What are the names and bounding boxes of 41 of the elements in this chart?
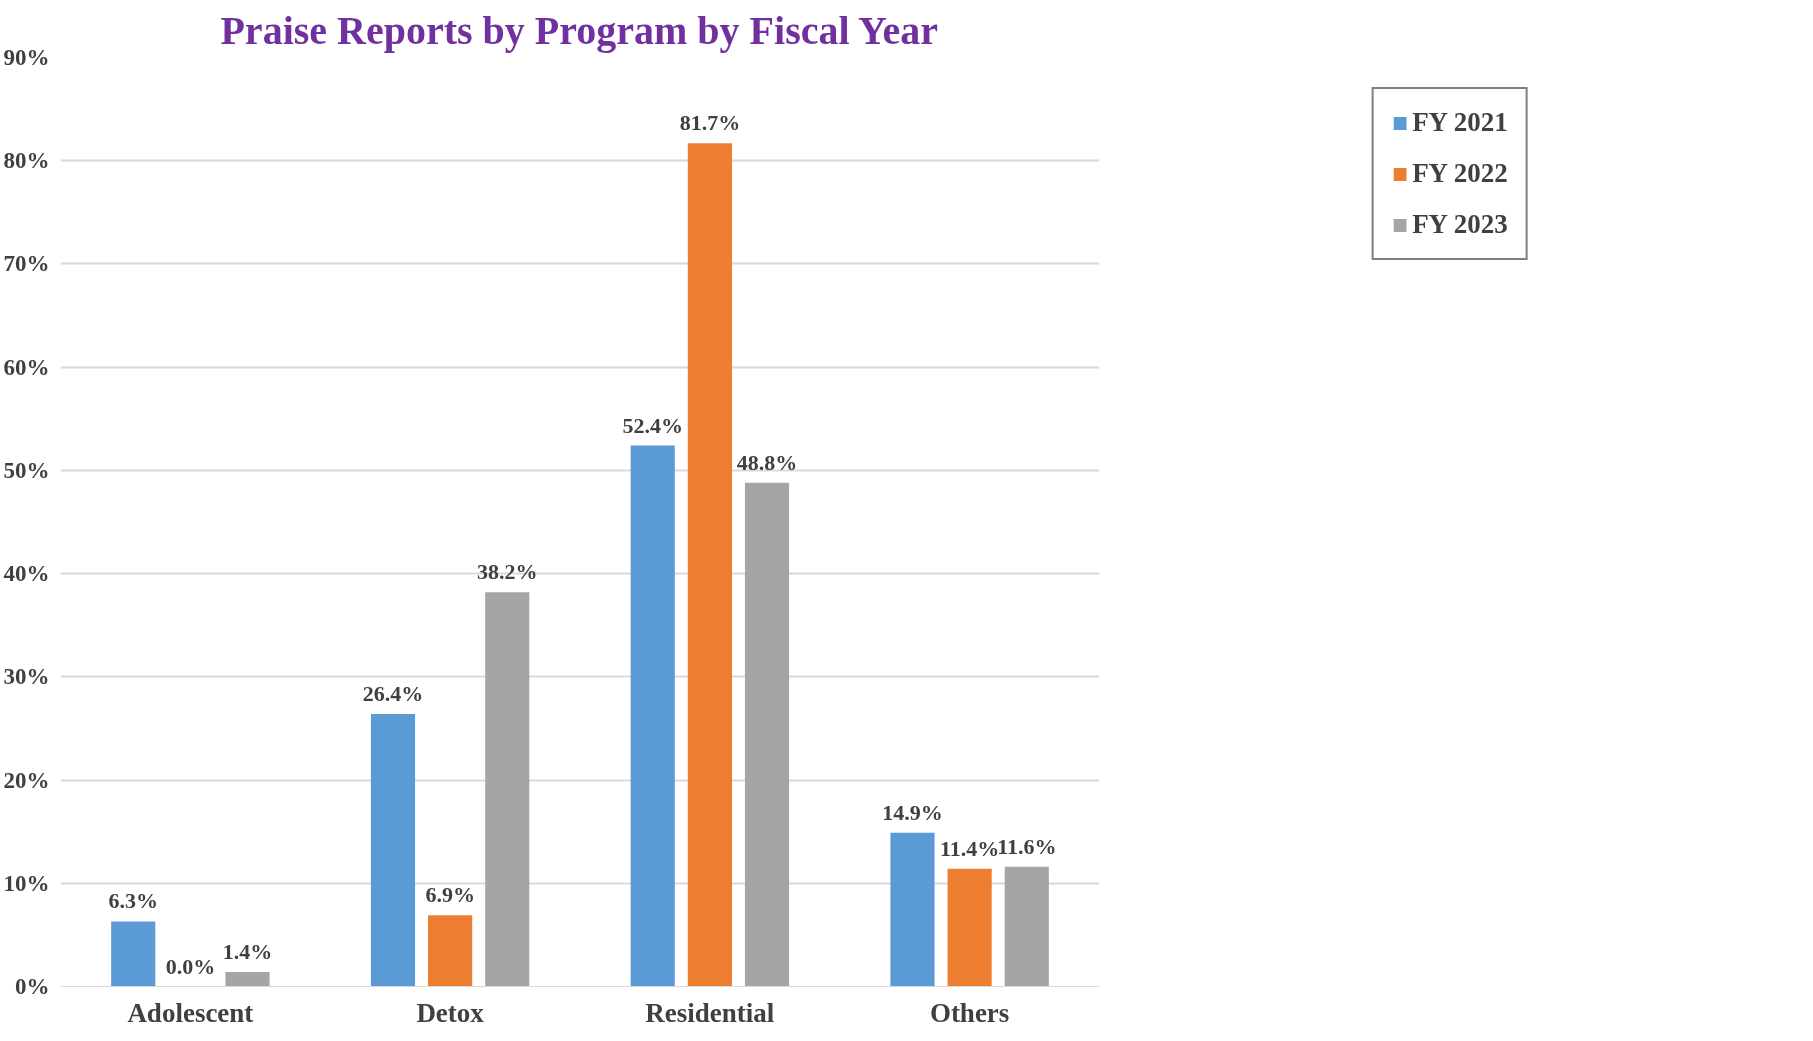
bar (111, 921, 156, 987)
bar (225, 972, 270, 987)
bar (485, 592, 530, 987)
data-label: 38.2% (477, 559, 538, 585)
data-label: 81.7% (679, 110, 741, 136)
bar (370, 713, 416, 987)
data-label: 26.4% (362, 680, 424, 706)
y-tick-label: 60% (3, 354, 50, 380)
chart-title: Praise Reports by Program by Fiscal Year (220, 7, 939, 53)
x-tick-label: Residential (645, 997, 775, 1028)
y-tick-label: 10% (3, 870, 50, 896)
y-tick-label: 80% (3, 148, 50, 174)
data-label: 11.4% (939, 835, 1000, 861)
y-tick-label: 50% (3, 457, 50, 483)
legend-label: FY 2021 (1412, 107, 1508, 138)
x-tick-label: Adolescent (127, 997, 254, 1028)
data-label: 1.4% (222, 939, 273, 965)
x-tick-label: Others (929, 997, 1010, 1028)
y-tick-label: 20% (3, 767, 50, 793)
y-tick-label: 0% (15, 974, 50, 999)
legend-label: FY 2022 (1412, 158, 1508, 189)
legend-label: FY 2023 (1412, 209, 1508, 240)
bar (947, 868, 992, 987)
y-tick-label: 30% (3, 664, 50, 690)
y-tick-label: 70% (3, 251, 50, 277)
bar (744, 482, 790, 987)
data-label: 48.8% (736, 449, 798, 475)
x-tick-label: Detox (416, 997, 485, 1028)
bar (428, 915, 473, 987)
data-label: 0.0% (165, 953, 216, 979)
bar (687, 143, 732, 987)
y-tick-label: 90% (3, 45, 50, 70)
y-tick-label: 40% (3, 561, 50, 587)
data-label: 6.3% (108, 888, 158, 914)
data-label: 52.4% (622, 412, 683, 438)
data-label: 14.9% (882, 799, 943, 825)
data-label: 6.9% (425, 882, 475, 908)
bar (890, 832, 935, 987)
bar (630, 445, 675, 987)
bar (1004, 866, 1049, 987)
data-label: 11.6% (997, 833, 1057, 859)
